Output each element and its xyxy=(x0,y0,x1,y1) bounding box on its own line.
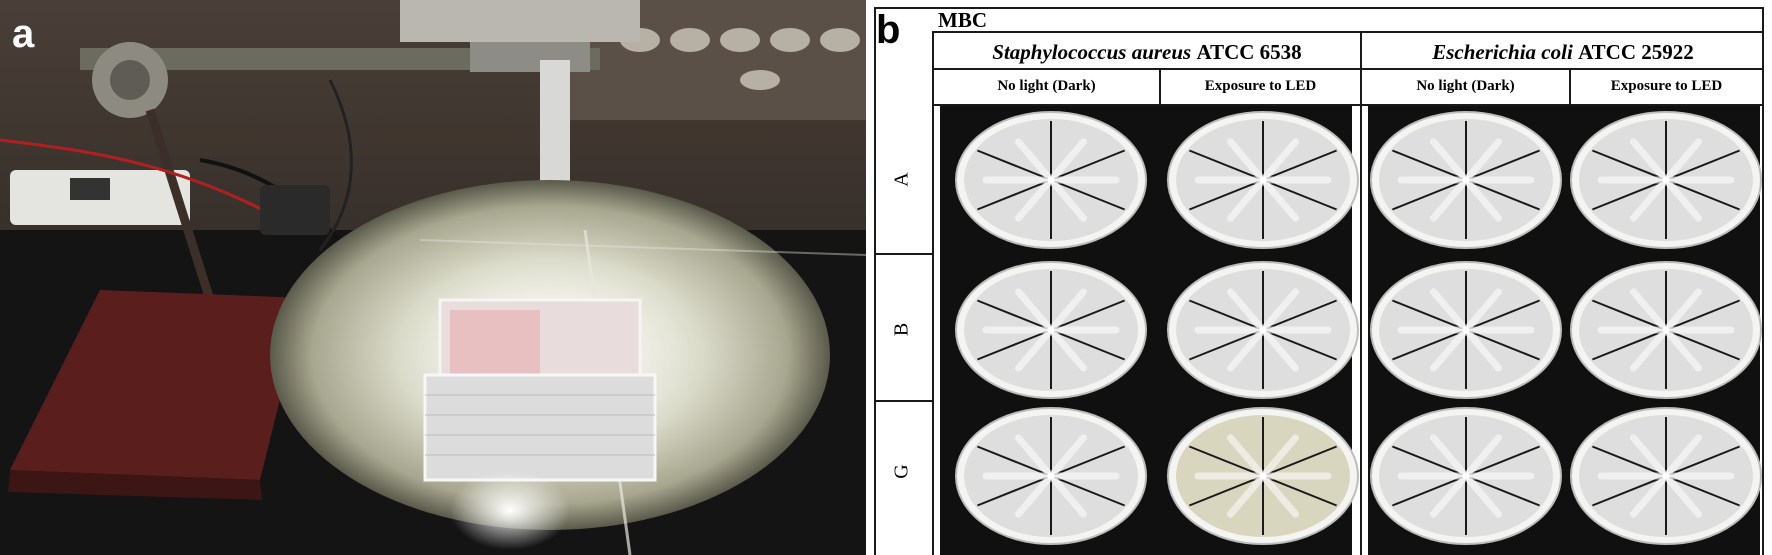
organism-header-2: Escherichia coli ATCC 25922 xyxy=(1364,40,1762,65)
table-border-top xyxy=(874,7,1764,9)
row-label-column-line xyxy=(932,31,934,555)
title-divider xyxy=(932,31,1762,33)
petri-dish-a-2 xyxy=(1167,111,1359,249)
petri-dish-g-3 xyxy=(1370,407,1562,545)
petri-dish-g-1 xyxy=(955,407,1147,545)
condition-header-2: Exposure to LED xyxy=(1204,78,1317,94)
cond-split-line-1 xyxy=(1159,68,1161,105)
petri-dish-a-1 xyxy=(955,111,1147,249)
table-border-right xyxy=(1762,7,1764,555)
panel-a-label: a xyxy=(12,12,35,56)
petri-dish-b-1 xyxy=(955,261,1147,399)
petri-dish-a-4 xyxy=(1570,111,1762,249)
condition-header-4: Exposure to LED xyxy=(1610,78,1723,94)
petri-dish-g-2 xyxy=(1167,407,1359,545)
table-border-left xyxy=(874,7,876,555)
organism-1-species: Staphylococcus aureus xyxy=(992,40,1192,64)
condition-divider xyxy=(932,104,1762,106)
cond-split-line-2 xyxy=(1569,68,1571,105)
petri-dish-b-4 xyxy=(1570,261,1762,399)
organism-1-strain: ATCC 6538 xyxy=(1196,40,1302,64)
petri-dish-g-4 xyxy=(1570,407,1762,545)
panel-b-table: b MBC Staphylococcus aureus ATCC 6538 Es… xyxy=(866,0,1772,555)
table-title: MBC xyxy=(938,8,987,32)
organism-divider xyxy=(932,68,1762,70)
row-label-a: A xyxy=(890,172,913,187)
petri-dish-b-3 xyxy=(1370,261,1562,399)
row-label-b: B xyxy=(890,322,913,337)
condition-header-1: No light (Dark) xyxy=(997,78,1096,94)
petri-dish-a-3 xyxy=(1370,111,1562,249)
petri-dish-b-2 xyxy=(1167,261,1359,399)
condition-header-3: No light (Dark) xyxy=(1416,78,1515,94)
row-label-g: G xyxy=(890,464,913,479)
panel-b-label: b xyxy=(876,8,901,52)
organism-2-strain: ATCC 25922 xyxy=(1578,40,1694,64)
row-divider-1 xyxy=(876,253,932,255)
led-setup-photo xyxy=(0,0,866,555)
organism-header-1: Staphylococcus aureus ATCC 6538 xyxy=(936,40,1358,65)
panel-a-photo: a xyxy=(0,0,866,555)
organism-2-species: Escherichia coli xyxy=(1432,40,1573,64)
organism-split-line xyxy=(1360,33,1362,555)
row-divider-2 xyxy=(876,400,932,402)
